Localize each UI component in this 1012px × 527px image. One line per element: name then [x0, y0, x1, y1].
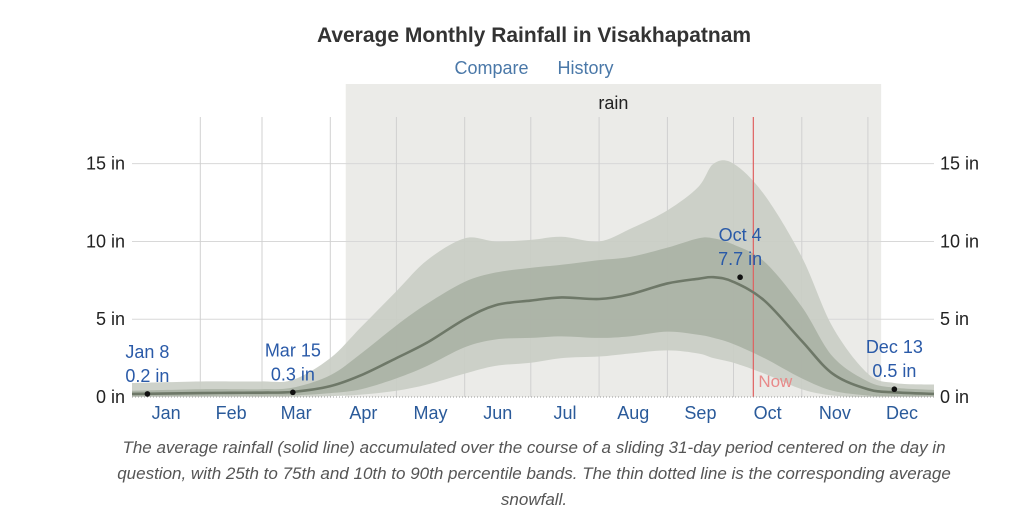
ytick-label-right: 5 in	[940, 309, 969, 329]
xtick-label-aug: Aug	[617, 403, 649, 423]
series-label: rain	[598, 93, 628, 113]
xtick-label-oct: Oct	[754, 403, 782, 423]
ytick-label-left: 10 in	[86, 231, 125, 251]
ytick-label-right: 15 in	[940, 154, 979, 174]
band-25-75	[132, 237, 934, 397]
xtick-label-nov: Nov	[819, 403, 851, 423]
chart-title: Average Monthly Rainfall in Visakhapatna…	[316, 24, 752, 47]
now-label: Now	[758, 372, 793, 391]
ytick-label-right: 0 in	[940, 387, 969, 407]
annotation-point	[144, 391, 151, 397]
annotation-date: Mar 15	[265, 340, 321, 360]
ytick-label-right: 10 in	[940, 231, 979, 251]
xtick-label-dec: Dec	[886, 403, 918, 423]
median-line	[131, 275, 935, 396]
xtick-label-jun: Jun	[483, 403, 512, 423]
xtick-label-apr: Apr	[349, 403, 377, 423]
xtick-label-jan: Jan	[152, 403, 181, 423]
ytick-label-left: 15 in	[86, 154, 125, 174]
ytick-label-left: 5 in	[96, 309, 125, 329]
chart-caption: The average rainfall (solid line) accumu…	[117, 438, 951, 509]
rainfall-chart: rain Now 0 in 0 in 5 in 5 in 10 in 10 in 15 in 15…	[86, 84, 979, 423]
xtick-label-jul: Jul	[553, 403, 576, 423]
annotation-value: 0.2 in	[125, 366, 169, 386]
annotation-date: Dec 13	[866, 337, 923, 357]
annotation-point	[737, 274, 743, 281]
xtick-label-sep: Sep	[684, 403, 716, 423]
ytick-label-left: 0 in	[96, 387, 125, 407]
xtick-label-mar: Mar	[281, 403, 312, 423]
annotation-point	[290, 389, 296, 396]
compare-link[interactable]: Compare	[454, 58, 529, 78]
annotation-point	[891, 386, 898, 393]
annotation-value: 0.5 in	[872, 361, 916, 381]
annotation-date: Oct 4	[719, 225, 762, 245]
annotation-value: 0.3 in	[271, 364, 315, 384]
annotation-value: 7.7 in	[718, 249, 762, 269]
history-link[interactable]: History	[557, 58, 614, 78]
xtick-label-may: May	[414, 403, 448, 423]
chart-links: Compare History	[0, 58, 1012, 79]
xtick-label-feb: Feb	[216, 403, 247, 423]
annotation-date: Jan 8	[125, 342, 169, 362]
